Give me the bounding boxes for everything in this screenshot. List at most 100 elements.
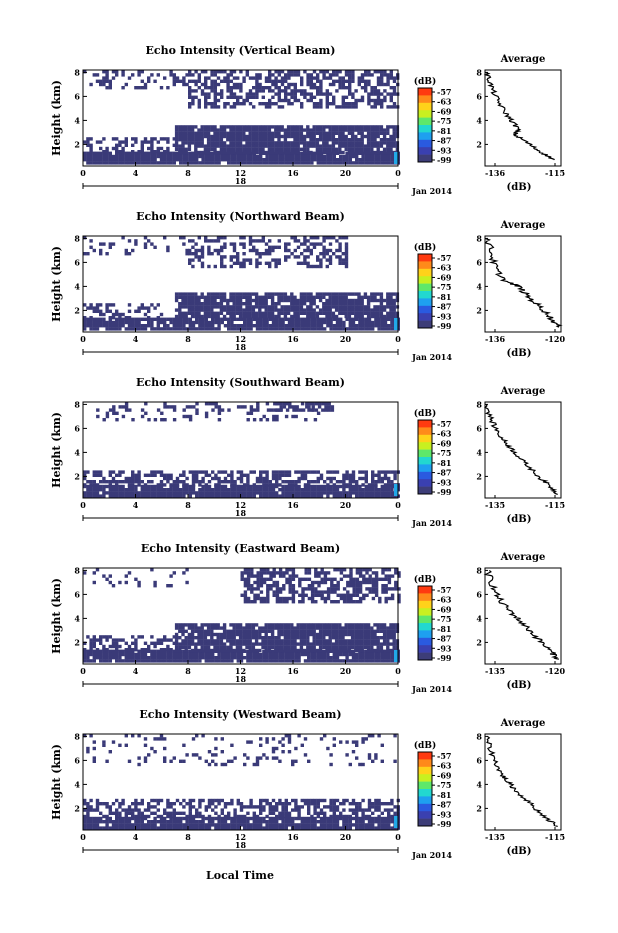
echo-cell <box>249 623 252 626</box>
echo-cell <box>294 659 297 662</box>
echo-cell <box>300 135 303 138</box>
echo-cell <box>223 292 226 295</box>
echo-cell <box>221 408 224 411</box>
echo-cell <box>221 656 224 659</box>
colorbar-tick-label: -87 <box>437 302 451 312</box>
echo-cell <box>198 483 201 486</box>
echo-cell <box>157 327 160 330</box>
echo-cell <box>178 148 181 151</box>
echo-cell <box>226 132 229 135</box>
echo-cell <box>351 148 354 151</box>
echo-cell <box>303 255 306 258</box>
colorbar-swatch <box>418 313 432 321</box>
echo-cell <box>137 635 140 638</box>
echo-cell <box>195 161 198 164</box>
echo-cell <box>109 158 112 161</box>
echo-cell <box>364 636 367 639</box>
average-unit: (dB) <box>507 514 532 525</box>
echo-cell <box>226 73 229 76</box>
echo-cell <box>89 158 92 161</box>
echo-cell <box>371 656 374 659</box>
echo-cell <box>246 480 249 483</box>
echo-cell <box>306 76 309 79</box>
echo-cell <box>229 633 232 636</box>
echo-cell <box>217 83 220 86</box>
echo-cell <box>236 646 239 649</box>
echo-cell <box>324 590 327 593</box>
echo-cell <box>249 653 252 656</box>
echo-cell <box>268 626 271 629</box>
echo-cell <box>99 653 102 656</box>
echo-cell <box>357 128 360 131</box>
echo-cell <box>233 296 236 299</box>
echo-cell <box>109 659 112 662</box>
echo-cell <box>191 89 194 92</box>
echo-cell <box>323 488 326 491</box>
echo-cell <box>324 571 327 574</box>
echo-cell <box>306 626 309 629</box>
echo-cell <box>233 262 236 265</box>
echo-cell <box>255 132 258 135</box>
echo-cell <box>185 138 188 141</box>
echo-cell <box>326 158 329 161</box>
echo-cell <box>137 470 140 473</box>
echo-cell <box>374 158 377 161</box>
echo-cell <box>214 99 217 102</box>
echo-cell <box>338 86 341 89</box>
echo-cell <box>217 132 220 135</box>
echo-cell <box>288 155 291 158</box>
echo-cell <box>388 574 391 577</box>
echo-cell <box>268 308 271 311</box>
echo-cell <box>93 249 96 252</box>
echo-cell <box>131 488 134 491</box>
echo-cell <box>391 574 394 577</box>
echo-cell <box>329 491 332 494</box>
echo-cell <box>316 315 319 318</box>
echo-cell <box>300 89 303 92</box>
echo-cell <box>93 327 96 330</box>
echo-cell <box>89 638 92 641</box>
echo-cell <box>255 96 258 99</box>
echo-cell <box>336 488 339 491</box>
echo-cell <box>252 92 255 95</box>
echo-cell <box>319 99 322 102</box>
echo-cell <box>374 161 377 164</box>
echo-cell <box>160 412 163 415</box>
echo-cell <box>221 491 224 494</box>
echo-cell <box>351 636 354 639</box>
echo-cell <box>277 626 280 629</box>
echo-cell <box>345 292 348 295</box>
colorbar-tick-label: -75 <box>437 282 451 292</box>
echo-cell <box>300 639 303 642</box>
echo-cell <box>166 86 169 89</box>
echo-cell <box>310 485 313 488</box>
echo-cell <box>269 480 272 483</box>
echo-cell <box>323 327 326 330</box>
echo-cell <box>176 480 179 483</box>
echo-cell <box>243 474 246 477</box>
echo-cell <box>150 491 153 494</box>
echo-cell <box>259 491 262 494</box>
echo-cell <box>173 161 176 164</box>
echo-cell <box>134 638 137 641</box>
echo-cell <box>112 412 115 415</box>
echo-cell <box>150 147 153 150</box>
echo-cell <box>351 299 354 302</box>
echo-cell <box>211 491 214 494</box>
echo-cell <box>271 305 274 308</box>
echo-cell <box>386 626 389 629</box>
echo-cell <box>233 249 236 252</box>
echo-cell <box>93 324 96 327</box>
echo-cell <box>197 639 200 642</box>
echo-cell <box>322 639 325 642</box>
echo-cell <box>147 310 150 313</box>
echo-cell <box>229 315 232 318</box>
echo-cell <box>233 633 236 636</box>
echo-cell <box>383 73 386 76</box>
echo-cell <box>173 73 176 76</box>
echo-cell <box>265 141 268 144</box>
echo-cell <box>335 639 338 642</box>
echo-cell <box>342 653 345 656</box>
echo-cell <box>217 138 220 141</box>
echo-cell <box>282 571 285 574</box>
